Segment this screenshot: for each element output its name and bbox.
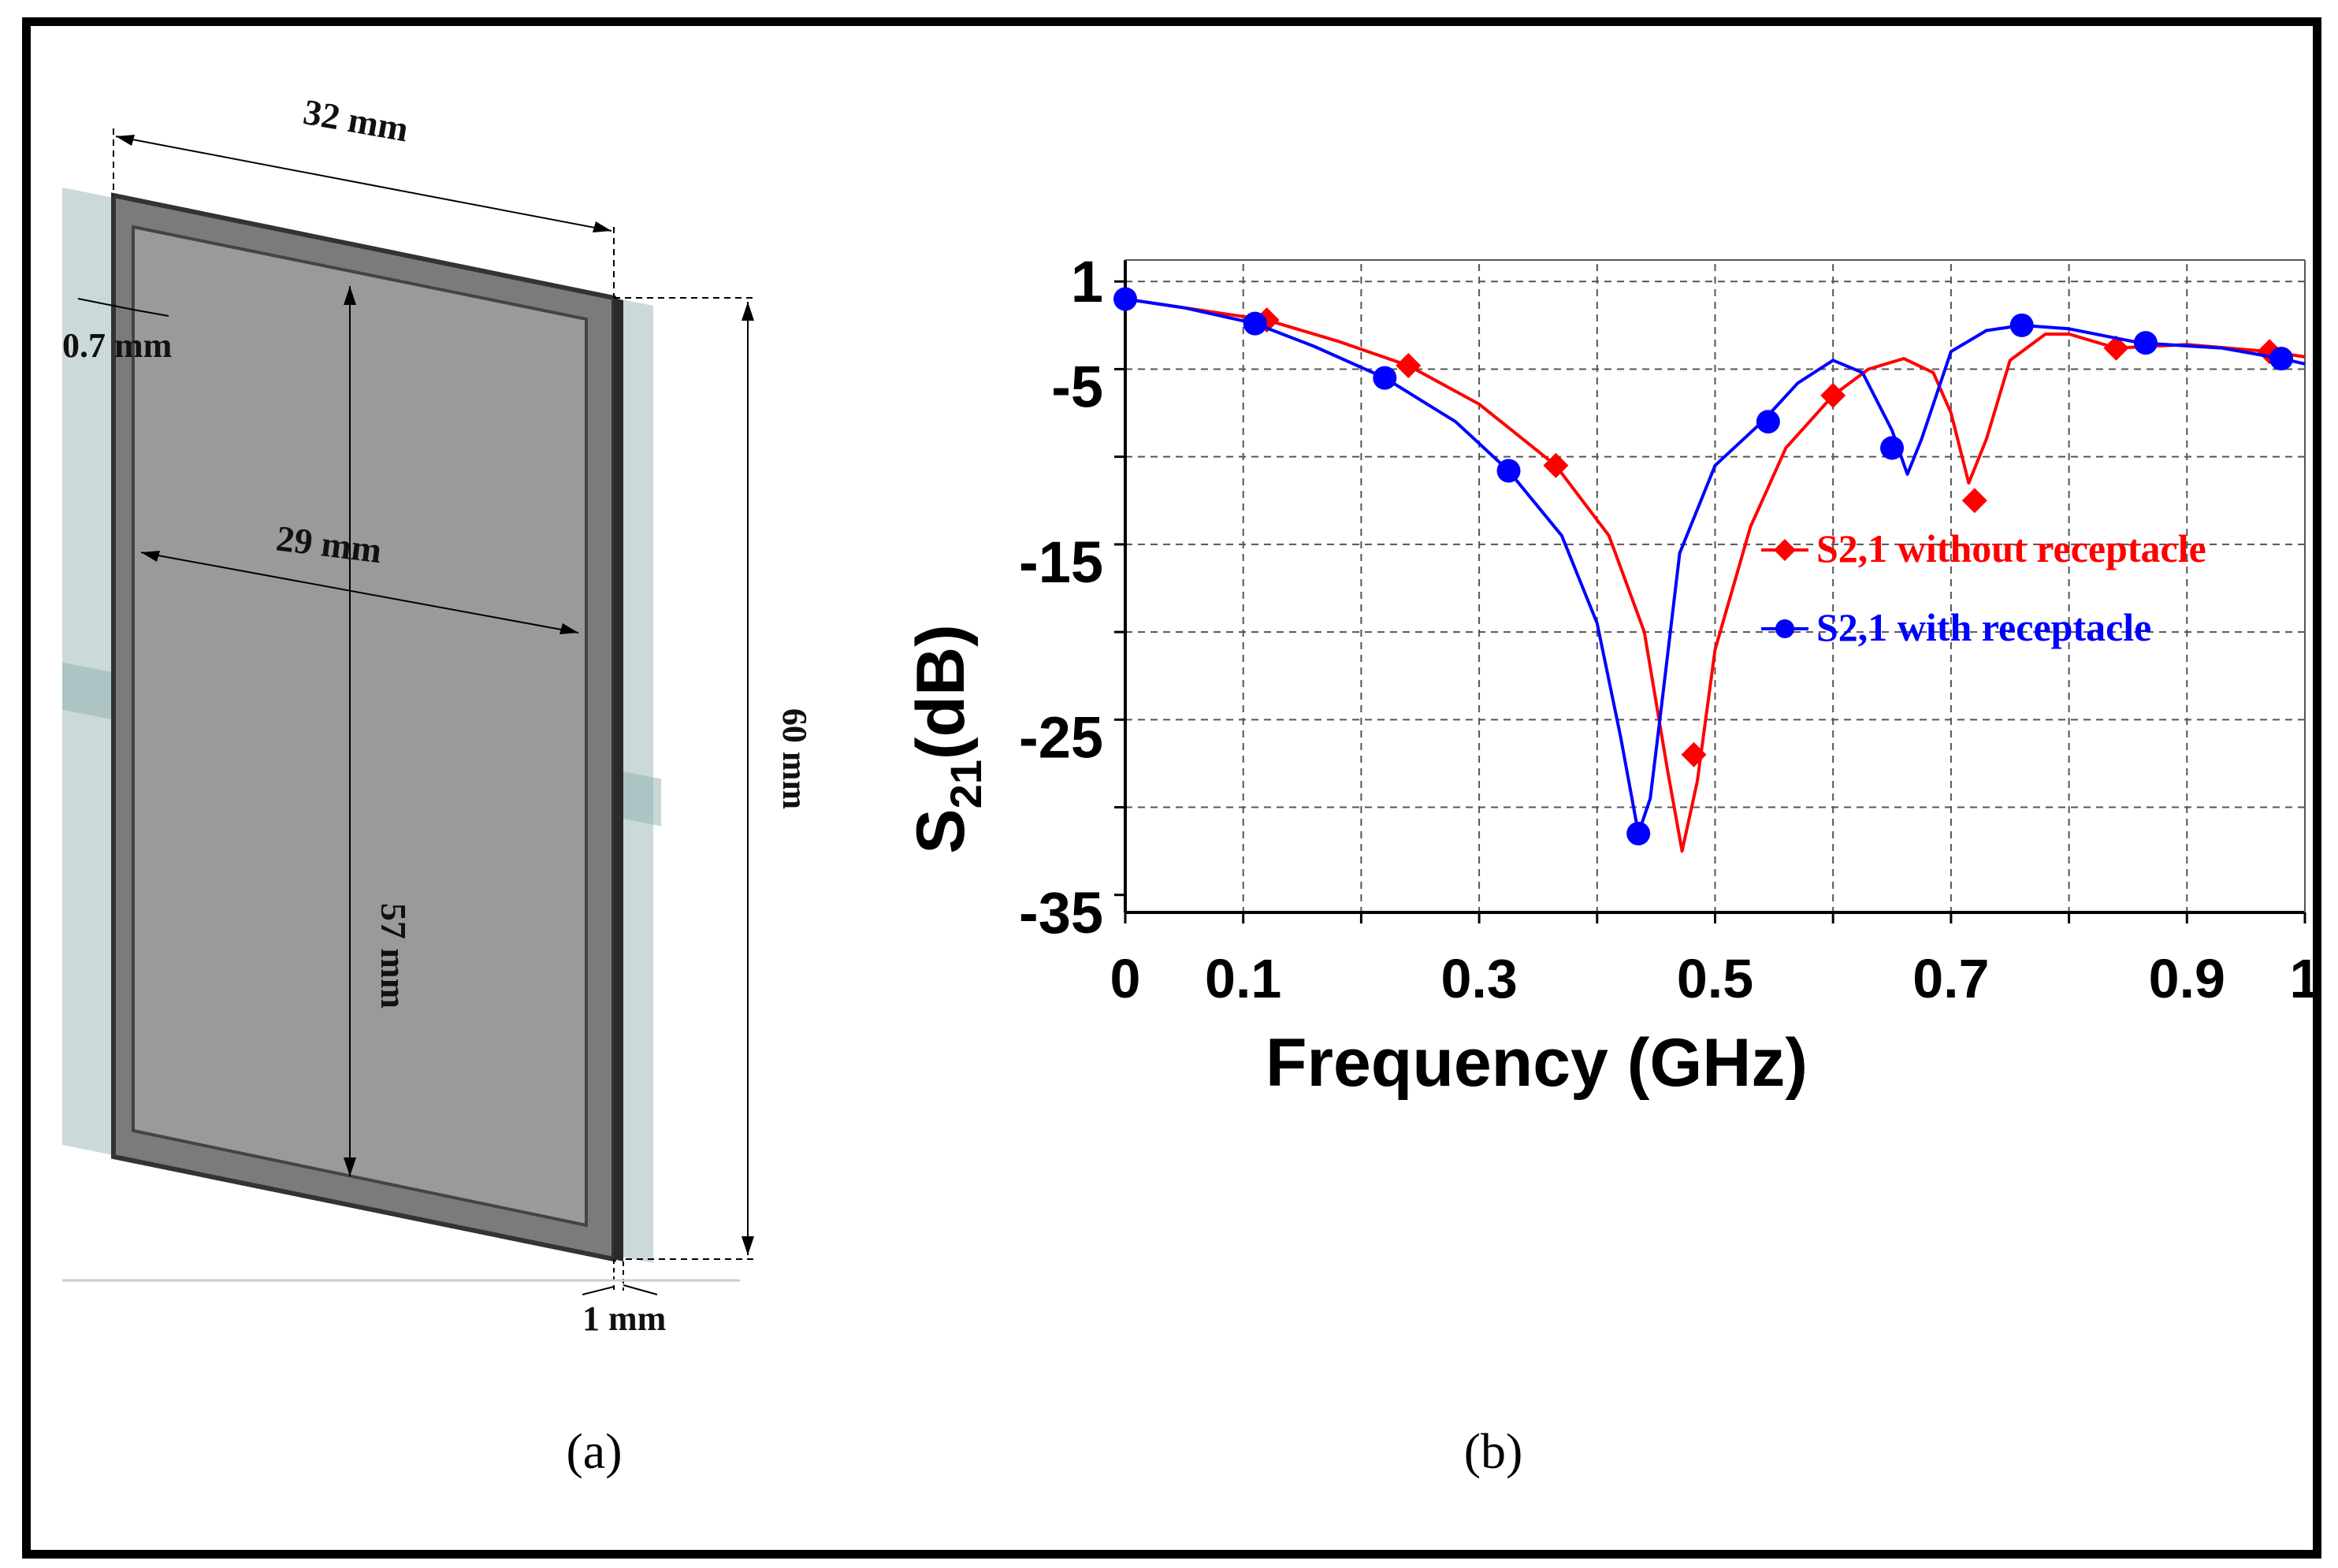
caption-a: (a) [566,1423,622,1479]
data-point-with-receptacle [2269,347,2294,371]
legend-entry-without: S2,1 without receptacle [1761,526,2206,570]
data-point-with-receptacle [1880,436,1905,460]
data-point-with-receptacle [1496,459,1521,483]
data-point-with-receptacle [1626,821,1651,845]
data-point-without-receptacle [1820,382,1846,408]
data-point-with-receptacle [2133,331,2158,355]
data-point-without-receptacle [1543,452,1569,478]
dim-line-29mm [140,552,579,634]
label-1mm: 1 mm [582,1299,666,1338]
x-tick-label: 0.7 [1912,948,1989,1009]
patch-thickness-edge [614,298,623,1261]
label-60mm: 60 mm [775,708,814,809]
y-tick-label: -35 [1019,880,1103,946]
data-point-without-receptacle [1961,488,1987,514]
data-point-with-receptacle [1756,410,1780,434]
data-point-without-receptacle [2103,335,2129,361]
label-32mm: 32 mm [300,91,411,150]
data-point-with-receptacle [2009,313,2034,337]
x-tick-label: 0.1 [1205,948,1281,1009]
legend-entry-with: S2,1 with receptacle [1761,605,2151,649]
legend-label-without: S2,1 without receptacle [1816,526,2206,570]
x-axis-title: Frequency (GHz) [1266,1025,1808,1101]
y-tick-label: -25 [1019,705,1103,771]
s21-chart: 0 0.1 0.3 0.5 0.7 0.9 1 1 -5 -15 -25 -35 Frequency … [903,249,2313,1479]
y-axis-title-main: S [903,808,979,853]
data-point-with-receptacle [1373,366,1397,390]
label-0-7mm: 0.7 mm [62,326,172,365]
data-point-without-receptacle [1681,741,1707,767]
figure-frame: 32 mm 0.7 mm 29 mm 57 mm 60 mm 1 mm (a) [22,17,2321,1559]
label-57mm: 57 mm [374,903,414,1009]
y-axis-title: S21(dB) [903,624,991,854]
legend: S2,1 without receptacle S2,1 with recept… [1761,526,2206,649]
x-tick-label: 0.9 [2149,948,2225,1009]
data-point-with-receptacle [1113,287,1137,311]
y-tick-label: 1 [1071,249,1103,314]
x-tick-label: 0.5 [1677,948,1753,1009]
inner-patch [132,225,588,1228]
antenna-geometry-figure: 32 mm 0.7 mm 29 mm 57 mm 60 mm 1 mm (a) [62,91,814,1479]
x-tick-label: 0.3 [1440,948,1517,1009]
legend-label-with: S2,1 with receptacle [1816,605,2151,649]
y-axis-title-suffix: (dB) [903,624,979,760]
y-axis-title-sub: 21 [941,760,991,808]
y-tick-label: -15 [1019,529,1103,595]
data-point-with-receptacle [1243,311,1267,336]
x-tick-label: 1 [2290,948,2313,1009]
svg-text:S21(dB): S21(dB) [903,624,991,854]
series-line-without-receptacle [1124,297,2306,853]
x-tick-label: 0 [1110,948,1141,1009]
y-tick-label: -5 [1051,355,1103,420]
dim-line-32mm [115,136,612,232]
data-point-without-receptacle [1396,353,1422,379]
caption-b: (b) [1464,1423,1523,1479]
